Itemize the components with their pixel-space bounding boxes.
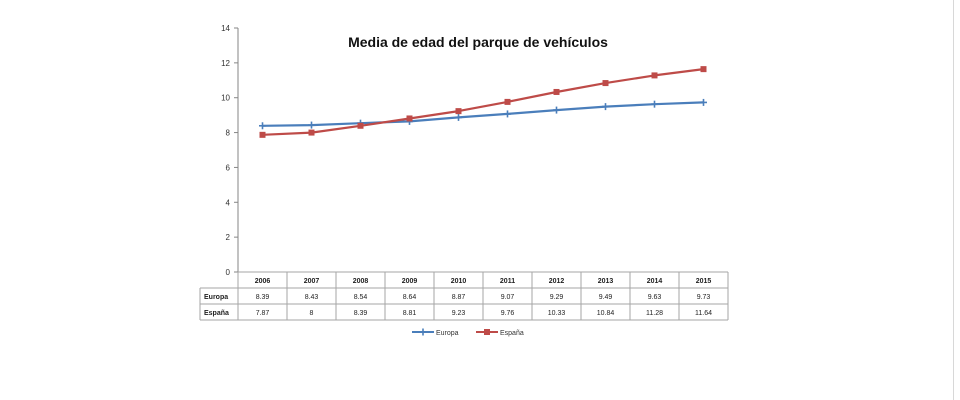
legend-label: Europa [436,330,459,337]
x-tick-label: 2011 [500,278,515,285]
data-label: 10.33 [548,310,566,317]
y-tick-label: 0 [226,268,231,277]
data-point-marker [602,103,609,111]
legend-marker [484,329,490,335]
x-tick-label: 2015 [696,278,712,285]
data-label: 8.81 [403,310,417,317]
series-line-1 [262,68,704,136]
legend: Europa España [412,328,524,337]
data-label: 9.63 [648,294,662,301]
y-tick-label: 14 [221,24,230,33]
x-tick-label: 2006 [255,278,271,285]
series-lines [259,66,707,138]
data-point-marker [455,108,462,115]
legend-item-0: Europa [412,328,459,337]
table-series-name: Europa [204,294,228,301]
data-point-marker [651,72,658,79]
data-point-marker [504,110,511,118]
data-label: 9.23 [452,310,466,317]
data-label: 11.28 [646,310,663,317]
data-point-marker [357,122,364,129]
y-tick-label: 10 [221,94,230,103]
legend-item-1: España [476,329,524,337]
y-tick-label: 12 [221,59,230,68]
data-point-marker [700,66,707,73]
data-label: 8.87 [452,294,466,301]
data-label: 8.54 [354,294,368,301]
data-label: 8.64 [403,294,417,301]
y-tick-label: 2 [226,233,231,242]
y-axis: 0 2 4 6 8 10 12 14 [221,24,239,277]
data-point-marker [553,106,560,114]
data-label: 9.29 [550,294,564,301]
table-series-name: España [204,310,229,317]
x-tick-label: 2012 [549,278,565,285]
data-point-marker [504,98,511,105]
data-point-marker [651,100,658,108]
data-table: 2006 2007 2008 2009 2010 2011 2012 2013 2014 2015… [199,271,729,321]
page-edge-line [953,0,954,400]
data-label: 9.76 [501,310,515,317]
data-label: 8.39 [256,294,270,301]
data-point-marker [700,98,707,106]
data-label: 9.73 [697,294,711,301]
y-tick-label: 6 [226,163,231,172]
x-tick-label: 2014 [647,278,663,285]
y-tick-label: 4 [226,198,231,207]
data-point-marker [455,113,462,121]
legend-label: España [500,330,524,337]
x-tick-label: 2010 [451,278,467,285]
data-label: 7.87 [256,310,270,317]
x-tick-label: 2007 [304,278,320,285]
data-point-marker [259,131,266,138]
data-point-marker [308,129,315,136]
data-point-marker [602,80,609,87]
chart-title: Media de edad del parque de vehículos [348,34,608,50]
x-tick-label: 2009 [402,278,418,285]
data-label: 8.39 [354,310,368,317]
data-label: 10.84 [597,310,615,317]
data-label: 8.43 [305,294,319,301]
data-point-marker [308,121,315,129]
data-label: 9.07 [501,294,515,301]
y-tick-label: 8 [226,129,231,138]
data-point-marker [259,122,266,130]
data-point-marker [553,88,560,95]
series-line-0 [262,101,704,127]
x-tick-label: 2013 [598,278,614,285]
data-label: 8 [310,310,314,317]
x-tick-label: 2008 [353,278,369,285]
data-label: 11.64 [695,310,712,317]
data-label: 9.49 [599,294,613,301]
data-point-marker [406,115,413,122]
